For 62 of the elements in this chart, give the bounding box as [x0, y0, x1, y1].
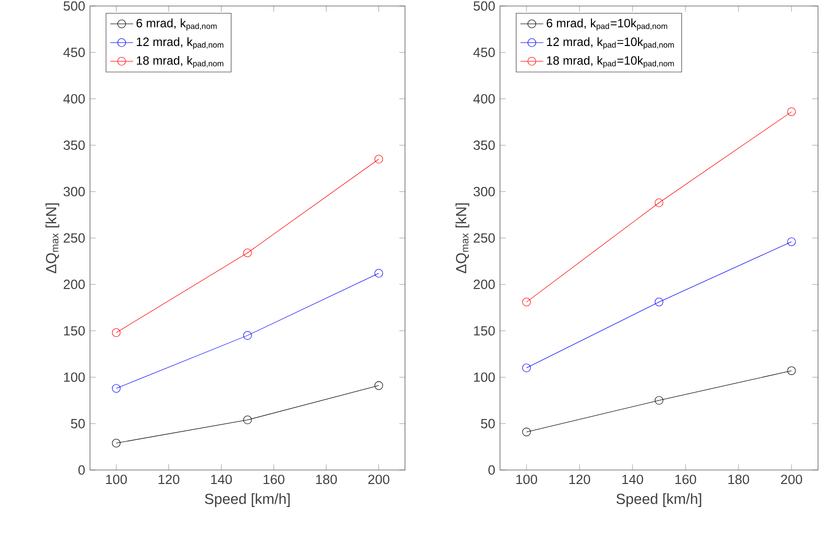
y-tick-label: 350: [474, 140, 495, 150]
point: [112, 384, 121, 393]
y-axis-title: ΔQ$_{max}$ [kN]: [46, 203, 60, 274]
y-tick-label: 500: [64, 1, 85, 11]
y-tick-label: 50: [481, 418, 495, 428]
point: [787, 366, 796, 375]
point: [787, 108, 796, 116]
point: [522, 298, 531, 306]
y-tick-label: 450: [63, 48, 85, 58]
legend-label: 18 mrad, k$_{pad,nom}$: [136, 56, 224, 68]
x-tick-label: 140: [622, 474, 644, 484]
x-tick-label: 160: [264, 474, 284, 484]
point: [654, 198, 664, 207]
x-tick-label: 180: [316, 474, 337, 484]
point: [243, 331, 252, 340]
x-tick-label: 120: [569, 474, 590, 484]
point: [787, 237, 796, 246]
y-tick-label: 250: [64, 233, 85, 243]
y-tick-label: 100: [474, 372, 495, 382]
point: [522, 428, 531, 436]
y-tick-label: 350: [64, 140, 85, 150]
point: [522, 364, 531, 372]
y-tick-label: 300: [64, 186, 85, 196]
y-tick-label: 400: [63, 94, 85, 104]
point: [654, 298, 664, 306]
legend-label: 6 mrad, k$_{pad,nom}$: [136, 18, 217, 31]
y-tick-label: 150: [64, 326, 85, 336]
point: [374, 154, 384, 164]
y-axis-title: ΔQ$_{max}$ [kN]: [456, 203, 470, 274]
y-tick-label: 250: [474, 233, 495, 243]
x-tick-label: 100: [516, 474, 538, 484]
x-tick-label: 180: [728, 474, 750, 484]
point: [654, 396, 664, 405]
y-tick-label: 300: [474, 186, 495, 196]
x-tick-label: 140: [211, 474, 232, 484]
y-tick-label: 0: [78, 465, 85, 475]
y-tick-label: 150: [474, 326, 495, 336]
y-tick-label: 450: [473, 48, 495, 58]
x-axis-title: Speed [km/h]: [616, 493, 702, 507]
point: [374, 268, 384, 278]
y-tick-label: 500: [474, 1, 495, 11]
point: [374, 381, 384, 390]
x-axis-title: Speed [km/h]: [204, 493, 290, 507]
y-tick-label: 200: [64, 280, 85, 290]
y-tick-label: 200: [474, 280, 495, 290]
point: [112, 328, 121, 337]
legend-label: 12 mrad, k$_{pad}$=10k$_{pad,nom}$: [547, 37, 674, 50]
y-tick-label: 400: [473, 94, 495, 104]
legend-label: 18 mrad, k$_{pad}$=10k$_{pad,nom}$: [547, 56, 674, 68]
x-tick-label: 120: [158, 474, 180, 484]
x-tick-label: 160: [675, 474, 696, 484]
point: [112, 438, 121, 448]
y-tick-label: 0: [488, 465, 495, 475]
x-tick-label: 200: [781, 474, 802, 484]
legend-label: 12 mrad, k$_{pad,nom}$: [136, 37, 224, 50]
legend-label: 6 mrad, k$_{pad}$=10k$_{pad,nom}$: [546, 18, 668, 31]
x-tick-label: 200: [368, 474, 390, 484]
y-tick-label: 50: [71, 418, 85, 428]
point: [243, 248, 252, 258]
point: [243, 416, 252, 424]
x-tick-label: 100: [106, 474, 127, 484]
y-tick-label: 100: [64, 372, 85, 382]
